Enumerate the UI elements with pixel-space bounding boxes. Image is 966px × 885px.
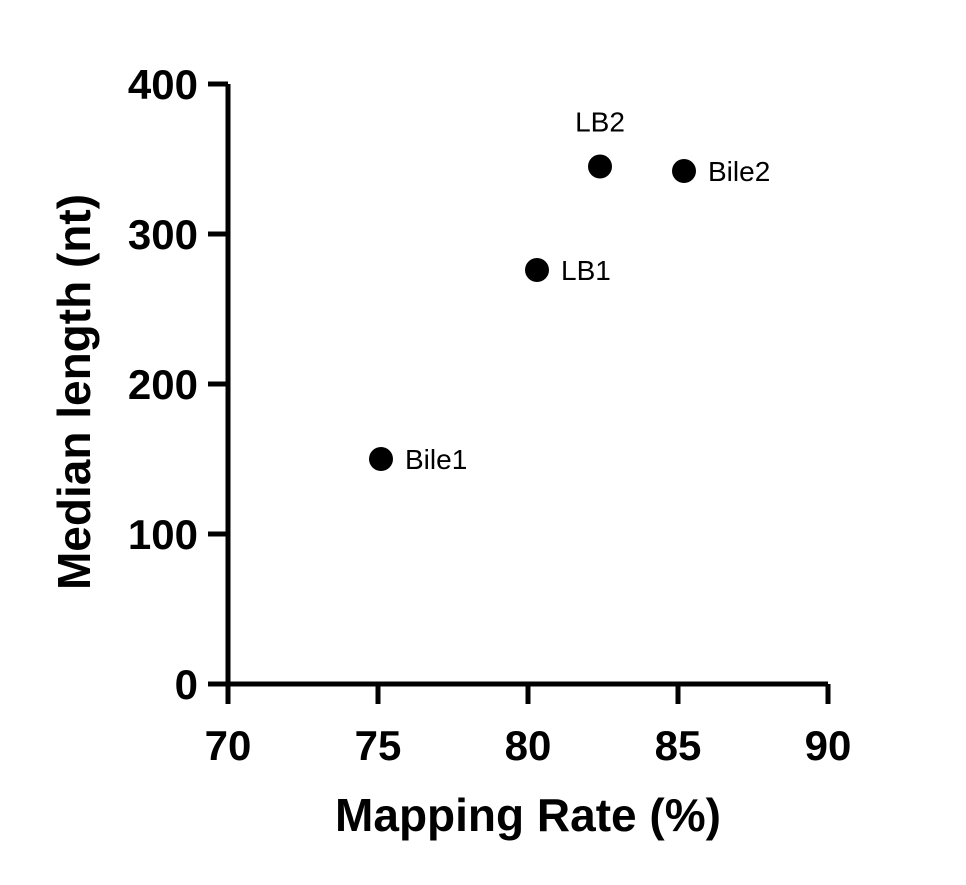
data-point-bile1 (369, 447, 393, 471)
data-point-lb1 (525, 258, 549, 282)
y-tick-label-0: 0 (175, 661, 198, 708)
point-label-lb1: LB1 (561, 255, 611, 286)
x-tick-label-70: 70 (205, 722, 252, 769)
y-tick-label-200: 200 (128, 361, 198, 408)
y-tick-label-300: 300 (128, 211, 198, 258)
data-point-bile2 (672, 159, 696, 183)
y-tick-label-100: 100 (128, 511, 198, 558)
y-axis-title: Median length (nt) (48, 194, 100, 590)
x-axis-title: Mapping Rate (%) (335, 789, 721, 841)
x-tick-label-85: 85 (655, 722, 702, 769)
x-axis-ticks: 70 75 80 85 90 (205, 684, 852, 769)
point-label-lb2: LB2 (575, 107, 625, 138)
data-point-lb2 (588, 154, 612, 179)
y-tick-label-400: 400 (128, 61, 198, 108)
data-points: Bile1 LB1 LB2 Bile2 (369, 107, 770, 475)
y-axis-ticks: 0 100 200 300 400 (128, 61, 228, 708)
x-tick-label-75: 75 (355, 722, 402, 769)
x-tick-label-90: 90 (805, 722, 852, 769)
x-tick-label-80: 80 (505, 722, 552, 769)
point-label-bile2: Bile2 (708, 156, 770, 187)
point-label-bile1: Bile1 (405, 444, 467, 475)
